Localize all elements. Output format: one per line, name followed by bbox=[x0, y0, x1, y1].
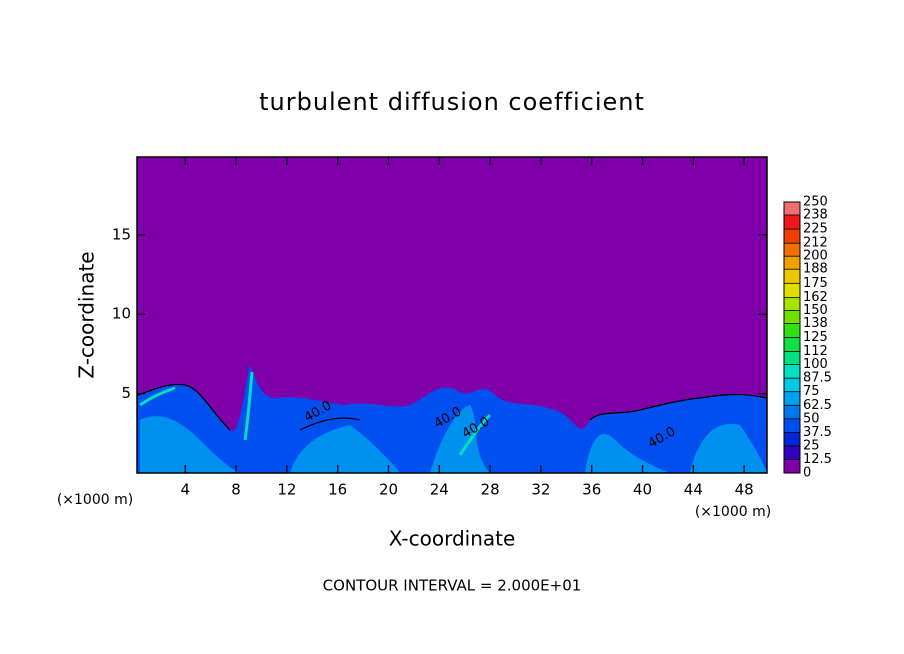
x-tick-label: 12 bbox=[277, 481, 296, 499]
y-tick-label: 10 bbox=[112, 305, 131, 323]
colorbar-band bbox=[784, 378, 800, 392]
colorbar-label: 100 bbox=[803, 357, 828, 372]
colorbar-label: 200 bbox=[803, 249, 828, 264]
colorbar-label: 162 bbox=[803, 290, 828, 305]
x-tick-label: 32 bbox=[531, 481, 550, 499]
colorbar-band bbox=[784, 269, 800, 284]
colorbar-band bbox=[784, 283, 800, 298]
colorbar-band bbox=[784, 445, 800, 460]
x-tick-label: 40 bbox=[633, 481, 652, 499]
colorbar-label: 138 bbox=[803, 316, 828, 331]
x-tick-label: 4 bbox=[180, 481, 190, 499]
colorbar-label: 238 bbox=[803, 208, 828, 223]
colorbar-label: 225 bbox=[803, 222, 828, 237]
field-region bbox=[139, 371, 492, 456]
colorbar-label: 87.5 bbox=[803, 371, 832, 386]
footer-note: CONTOUR INTERVAL = 2.000E+01 bbox=[323, 577, 582, 595]
colorbar-band bbox=[784, 243, 800, 257]
colorbar-band bbox=[784, 310, 800, 324]
x-axis-label: X-coordinate bbox=[389, 527, 516, 551]
colorbar-label: 25 bbox=[803, 438, 820, 453]
chart-title: turbulent diffusion coefficient bbox=[259, 88, 645, 116]
colorbar-band bbox=[784, 459, 800, 473]
x-tick-label: 48 bbox=[735, 481, 754, 499]
colorbar-band bbox=[784, 202, 800, 216]
x-tick-label: 16 bbox=[328, 481, 347, 499]
field bbox=[136, 157, 768, 473]
colorbar-label: 50 bbox=[803, 411, 820, 426]
colorbar-label: 150 bbox=[803, 303, 828, 318]
colorbar-band bbox=[784, 297, 800, 311]
colorbar-band bbox=[784, 405, 800, 419]
colorbar-label: 188 bbox=[803, 262, 828, 277]
plot-frame bbox=[136, 156, 768, 474]
x-tick-label: 28 bbox=[481, 481, 500, 499]
x-unit-label: (×1000 m) bbox=[57, 492, 133, 508]
y-tick-label: 5 bbox=[121, 384, 131, 402]
x-tick-label: 44 bbox=[684, 481, 703, 499]
colorbar-band bbox=[784, 351, 800, 365]
x-unit-label: (×1000 m) bbox=[695, 504, 771, 520]
colorbar-band bbox=[784, 391, 800, 406]
colorbar-band bbox=[784, 337, 800, 352]
x-tick-label: 8 bbox=[231, 481, 241, 499]
colorbar-band bbox=[784, 432, 800, 446]
colorbar-label: 0 bbox=[803, 466, 811, 481]
y-axis-label: Z-coordinate bbox=[75, 251, 99, 378]
field-region bbox=[140, 405, 767, 473]
colorbar-band bbox=[784, 418, 800, 433]
colorbar-label: 75 bbox=[803, 384, 820, 399]
colorbar-label: 62.5 bbox=[803, 398, 832, 413]
x-tick-label: 20 bbox=[379, 481, 398, 499]
colorbar-label: 250 bbox=[803, 195, 828, 210]
colorbar-label: 212 bbox=[803, 236, 828, 251]
colorbar-label: 37.5 bbox=[803, 425, 832, 440]
x-tick-label: 36 bbox=[582, 481, 601, 499]
colorbar-label: 12.5 bbox=[803, 452, 832, 467]
x-tick-label: 24 bbox=[430, 481, 449, 499]
colorbar-label: 125 bbox=[803, 330, 828, 345]
colorbar-band bbox=[784, 229, 800, 244]
colorbar-band bbox=[784, 256, 800, 270]
contour-line bbox=[136, 383, 768, 431]
colorbar-label: 175 bbox=[803, 276, 828, 291]
y-tick-label: 15 bbox=[112, 225, 131, 243]
colorbar-band bbox=[784, 364, 800, 379]
colorbar-band bbox=[784, 215, 800, 230]
colorbar-band bbox=[784, 323, 800, 338]
colorbar-label: 112 bbox=[803, 344, 828, 359]
